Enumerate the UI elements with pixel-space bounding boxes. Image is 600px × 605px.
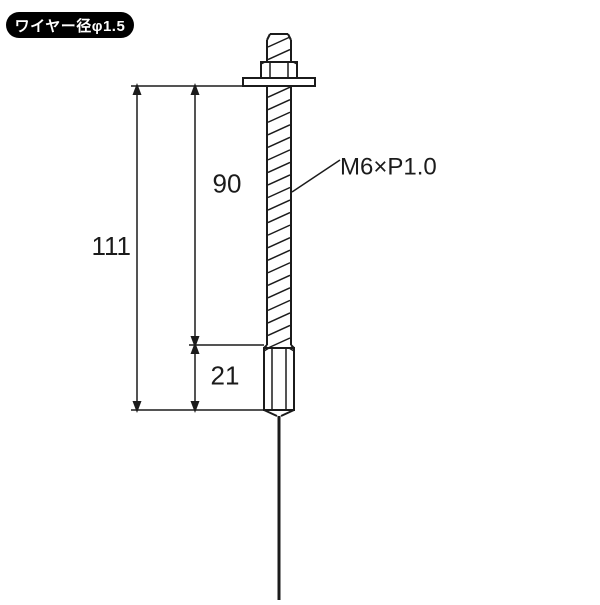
dim-111-label: 111 [91, 231, 131, 261]
thread-spec-label: M6×P1.0 [340, 153, 437, 180]
dim-21-label: 21 [211, 360, 240, 390]
wire-diameter-badge: ワイヤー径φ1.5 [6, 12, 134, 38]
thread-leader [292, 160, 340, 192]
dim-90-label: 90 [213, 168, 242, 198]
hex-collar [264, 348, 294, 416]
technical-drawing: 111 90 21 M6×P1.0 [0, 0, 600, 600]
nut-and-washer [243, 62, 315, 86]
